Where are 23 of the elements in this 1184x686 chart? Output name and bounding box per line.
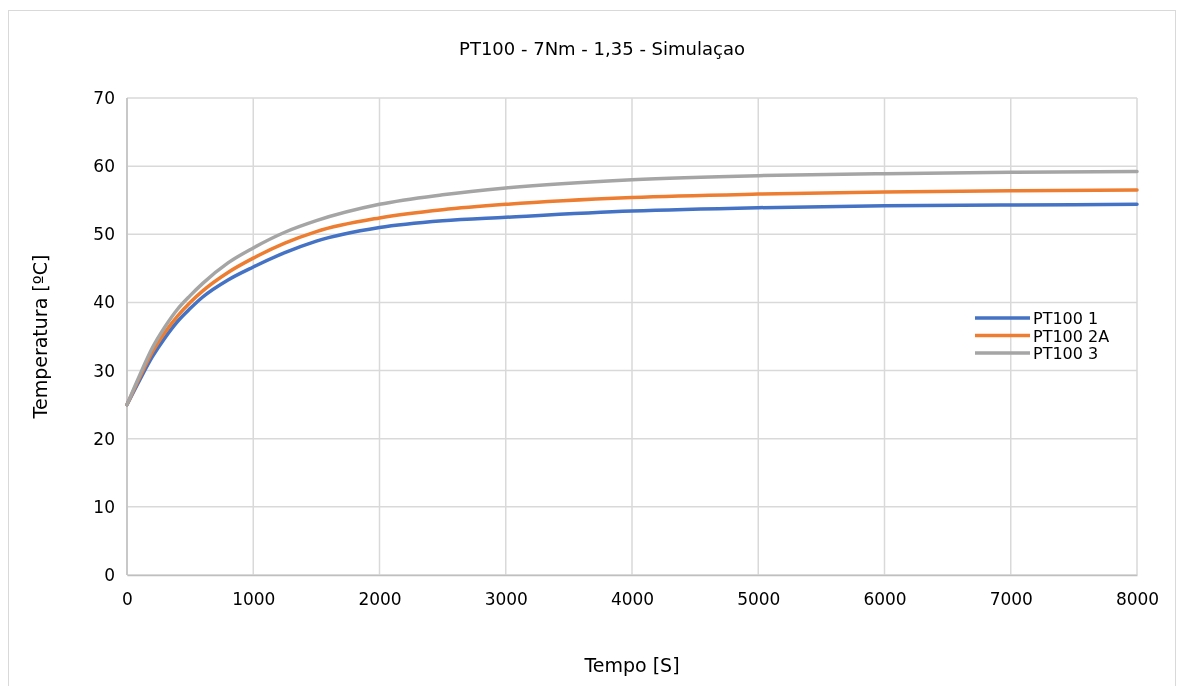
- y-tick-label: 50: [93, 224, 115, 245]
- legend-label: PT100 2A: [1033, 326, 1110, 346]
- legend-label: PT100 3: [1033, 344, 1099, 363]
- legend-label: PT100 1: [1033, 309, 1099, 328]
- y-tick-label: 0: [104, 564, 115, 585]
- y-tick-label: 40: [93, 292, 115, 313]
- y-tick-label: 20: [93, 428, 115, 449]
- x-tick-label: 4000: [610, 589, 655, 610]
- chart-title: PT100 - 7Nm - 1,35 - Simulaçao: [459, 38, 745, 59]
- x-tick-label: 2000: [358, 589, 402, 610]
- x-tick-label: 7000: [989, 589, 1033, 610]
- y-tick-label: 30: [93, 360, 115, 381]
- x-tick-label: 0: [122, 589, 133, 610]
- y-tick-label: 60: [93, 156, 115, 177]
- x-tick-label: 8000: [1115, 589, 1160, 610]
- y-axis-title: Temperatura [ºC]: [29, 254, 51, 420]
- x-axis-title: Tempo [S]: [583, 654, 680, 676]
- x-tick-label: 3000: [484, 589, 528, 610]
- x-tick-label: 6000: [863, 589, 907, 610]
- y-tick-label: 10: [93, 496, 115, 517]
- y-tick-label: 70: [93, 87, 115, 108]
- x-tick-label: 1000: [232, 589, 276, 610]
- x-tick-label: 5000: [737, 589, 781, 610]
